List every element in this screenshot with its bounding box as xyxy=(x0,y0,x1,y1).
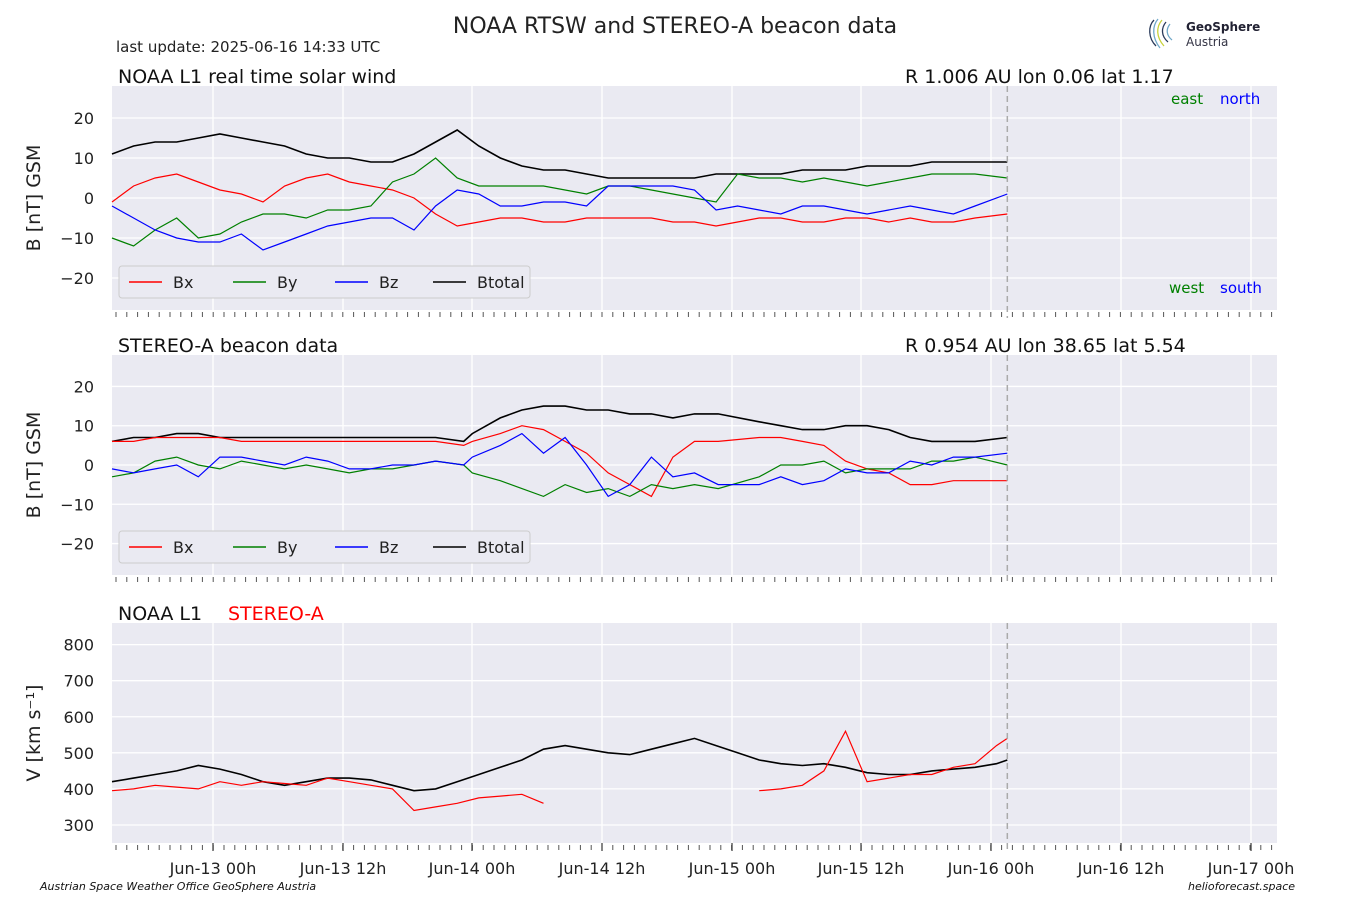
footer-right: helioforecast.space xyxy=(1188,880,1296,893)
legend-box xyxy=(118,265,531,299)
noaa-corner-south: south xyxy=(1220,279,1262,297)
x-tick-label: Jun-15 00h xyxy=(688,859,776,878)
series-line-bz xyxy=(111,185,1008,251)
logo-line1: GeoSphere xyxy=(1186,20,1261,34)
stereo-magnetic-field-chart: −20 −10 0 10 20 B [nT] GSM Bx By Bz Btotal xyxy=(23,355,1277,583)
logo-line2: Austria xyxy=(1186,35,1229,49)
y-tick-label: −10 xyxy=(60,229,94,248)
y-tick-label: −20 xyxy=(60,269,94,288)
last-update-text: last update: 2025-06-16 14:33 UTC xyxy=(116,38,381,56)
series-line-bz xyxy=(111,432,1008,498)
y-axis-label: B [nT] GSM xyxy=(23,412,45,519)
series-line-btotal xyxy=(111,129,1008,179)
geosphere-logo-icon xyxy=(1149,18,1173,49)
y-tick-label: 700 xyxy=(63,672,94,691)
series-line-by xyxy=(111,456,1008,498)
legend-label: Bz xyxy=(379,273,398,292)
x-tick-label: Jun-16 12h xyxy=(1077,859,1165,878)
y-tick-label: −20 xyxy=(60,535,94,554)
page-title: NOAA RTSW and STEREO-A beacon data xyxy=(452,14,898,39)
plot-area xyxy=(112,623,1277,843)
series-line-by xyxy=(111,157,1008,247)
x-tick-label: Jun-13 00h xyxy=(169,859,257,878)
noaa-corner-west: west xyxy=(1169,279,1204,297)
y-tick-label: 0 xyxy=(84,189,94,208)
x-tick-label: Jun-15 12h xyxy=(817,859,905,878)
noaa-magnetic-field-chart: −20 −10 0 10 20 B [nT] GSM Bx By Bz Btotal xyxy=(23,86,1277,318)
y-tick-label: 0 xyxy=(84,456,94,475)
legend-label: Bz xyxy=(379,538,398,557)
x-tick-label: Jun-17 00h xyxy=(1207,859,1295,878)
legend-label: Bx xyxy=(173,538,193,557)
legend-label: Btotal xyxy=(477,273,525,292)
series-line-stereo-a xyxy=(111,729,1008,812)
x-tick-label: Jun-16 00h xyxy=(947,859,1035,878)
legend-label: Bx xyxy=(173,273,193,292)
noaa-corner-east: east xyxy=(1171,90,1203,108)
y-tick-label: 600 xyxy=(63,708,94,727)
legend-label: By xyxy=(277,538,297,557)
y-axis-label: V [km s⁻¹] xyxy=(23,685,45,782)
y-tick-label: 20 xyxy=(74,109,94,128)
series-line-bx xyxy=(111,173,1008,227)
geosphere-logo: GeoSphere Austria xyxy=(1146,16,1266,56)
y-tick-label: 10 xyxy=(74,417,94,436)
y-tick-label: 20 xyxy=(74,377,94,396)
footer-left: Austrian Space Weather Office GeoSphere … xyxy=(40,880,317,893)
speed-panel-title-noaa: NOAA L1 xyxy=(118,603,203,625)
y-tick-label: 800 xyxy=(63,636,94,655)
solar-wind-speed-chart: 300 400 500 600 700 800 V [km s⁻¹] Jun-13 00h Ju… xyxy=(23,623,1294,878)
series-line-bx xyxy=(112,425,1008,498)
speed-panel-title-stereo: STEREO-A xyxy=(228,603,324,625)
y-tick-label: 500 xyxy=(63,744,94,763)
x-tick-label: Jun-14 12h xyxy=(558,859,646,878)
noaa-corner-north: north xyxy=(1220,90,1260,108)
stereo-panel-title: STEREO-A beacon data xyxy=(118,335,339,357)
y-tick-label: 10 xyxy=(74,149,94,168)
stereo-panel-meta: R 0.954 AU lon 38.65 lat 5.54 xyxy=(905,335,1186,357)
noaa-panel-title: NOAA L1 real time solar wind xyxy=(118,66,397,88)
legend-label: By xyxy=(277,273,297,292)
y-tick-label: −10 xyxy=(60,495,94,514)
y-tick-label: 300 xyxy=(63,816,94,835)
x-tick-label: Jun-13 12h xyxy=(299,859,387,878)
x-tick-label: Jun-14 00h xyxy=(428,859,516,878)
series-line-btotal xyxy=(111,405,1008,443)
y-axis-label: B [nT] GSM xyxy=(23,145,45,252)
y-tick-label: 400 xyxy=(63,780,94,799)
legend-label: Btotal xyxy=(477,538,525,557)
noaa-panel-meta: R 1.006 AU lon 0.06 lat 1.17 xyxy=(905,66,1174,88)
legend-box xyxy=(118,530,531,564)
